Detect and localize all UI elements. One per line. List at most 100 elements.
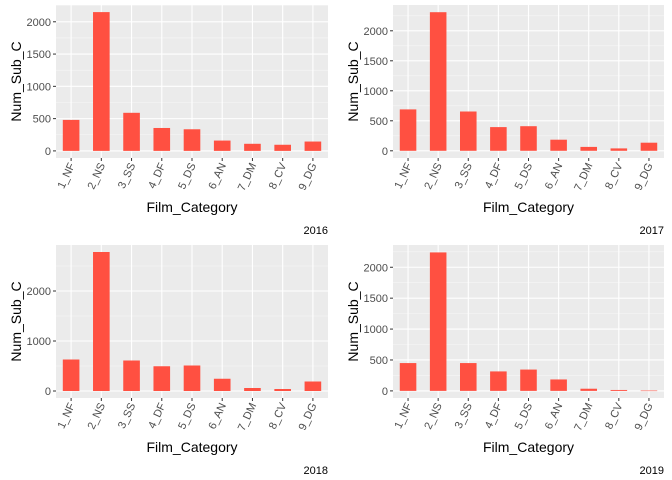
bar-6_AN xyxy=(213,140,231,151)
bar-9_DG xyxy=(304,381,322,391)
x-tick-label-2_NS: 2_NS xyxy=(422,161,445,191)
bar-7_DM xyxy=(580,388,598,391)
bar-9_DG xyxy=(640,390,658,392)
y-tick-label: 0 xyxy=(45,146,51,158)
chart-panel-2019: 0 500 1000 1500 2000 1_NF 2_NS 3_SS 4_DF 5_DS 6_AN… xyxy=(345,245,664,477)
y-tick-label: 2000 xyxy=(364,262,388,274)
bar-2_NS xyxy=(429,12,447,151)
bar-8_CV xyxy=(274,389,291,391)
y-tick-label: 500 xyxy=(370,116,388,128)
y-tick-label: 0 xyxy=(382,386,388,398)
x-tick-label-3_SS: 3_SS xyxy=(116,161,138,190)
x-tick-label-4_DF: 4_DF xyxy=(146,161,168,191)
x-tick-label-6_AN: 6_AN xyxy=(206,401,229,431)
bar-5_DS xyxy=(520,369,537,391)
bar-5_DS xyxy=(520,126,537,151)
x-tick-label-4_DF: 4_DF xyxy=(483,161,505,191)
y-tick-label: 1500 xyxy=(27,49,51,61)
x-axis-title: Film_Category xyxy=(483,199,574,215)
x-tick-label-3_SS: 3_SS xyxy=(453,401,475,430)
x-tick-label-2_NS: 2_NS xyxy=(422,401,445,431)
bar-8_CV xyxy=(274,144,291,151)
x-tick-label-5_DS: 5_DS xyxy=(176,161,199,191)
x-tick-label-6_AN: 6_AN xyxy=(543,161,566,191)
bar-3_SS xyxy=(459,111,477,151)
x-tick-label-9_DG: 9_DG xyxy=(297,401,320,432)
bar-1_NF xyxy=(62,359,80,391)
bar-8_CV xyxy=(610,389,628,391)
y-axis-title: Num_Sub_C xyxy=(8,281,24,361)
bar-7_DM xyxy=(244,388,261,391)
x-tick-label-7_DM: 7_DM xyxy=(236,161,259,193)
chart-panel-2017: 0 500 1000 1500 2000 1_NF 2_NS 3_SS 4_DF 5_DS 6_AN… xyxy=(345,5,664,237)
y-tick-label: 1000 xyxy=(364,324,388,336)
x-tick-label-2_NS: 2_NS xyxy=(86,401,109,431)
bar-5_DS xyxy=(183,129,201,151)
x-tick-label-9_DG: 9_DG xyxy=(297,161,320,192)
bar-4_DF xyxy=(153,127,171,151)
x-axis-title: Film_Category xyxy=(146,199,237,215)
y-tick-label: 1000 xyxy=(27,336,51,348)
bar-8_CV xyxy=(610,148,628,151)
y-axis-title: Num_Sub_C xyxy=(345,281,361,361)
chart-caption: 2017 xyxy=(640,225,664,237)
y-tick-label: 1000 xyxy=(27,81,51,93)
x-tick-label-5_DS: 5_DS xyxy=(176,401,199,431)
x-tick-label-6_AN: 6_AN xyxy=(206,161,229,191)
bar-9_DG xyxy=(640,142,658,151)
x-tick-label-9_DG: 9_DG xyxy=(633,401,656,432)
x-tick-label-9_DG: 9_DG xyxy=(633,161,656,192)
chart-panel-2016: 0 500 1000 1500 2000 1_NF 2_NS 3_SS 4_DF 5_DS 6_AN… xyxy=(8,5,328,237)
x-tick-label-7_DM: 7_DM xyxy=(236,401,259,433)
y-tick-label: 2000 xyxy=(27,17,51,29)
x-tick-label-6_AN: 6_AN xyxy=(543,401,566,431)
x-axis-title: Film_Category xyxy=(483,439,574,455)
x-tick-label-8_CV: 8_CV xyxy=(267,161,290,192)
x-tick-label-1_NF: 1_NF xyxy=(393,401,415,431)
bar-3_SS xyxy=(459,363,477,391)
y-tick-label: 1500 xyxy=(364,56,388,68)
y-axis-title: Num_Sub_C xyxy=(8,41,24,121)
bar-1_NF xyxy=(62,119,80,151)
x-tick-label-7_DM: 7_DM xyxy=(572,161,595,193)
y-tick-label: 500 xyxy=(370,355,388,367)
bar-4_DF xyxy=(153,366,171,391)
x-tick-label-4_DF: 4_DF xyxy=(146,401,168,431)
bar-6_AN xyxy=(550,139,567,151)
x-tick-label-8_CV: 8_CV xyxy=(603,401,626,432)
x-axis-title: Film_Category xyxy=(146,439,237,455)
y-tick-label: 1500 xyxy=(364,293,388,305)
x-tick-label-5_DS: 5_DS xyxy=(513,401,536,431)
chart-caption: 2016 xyxy=(304,225,328,237)
x-tick-label-4_DF: 4_DF xyxy=(483,401,505,431)
bar-7_DM xyxy=(580,146,598,151)
x-tick-label-7_DM: 7_DM xyxy=(572,401,595,433)
x-tick-label-1_NF: 1_NF xyxy=(56,401,78,431)
bar-6_AN xyxy=(213,378,231,391)
x-tick-label-1_NF: 1_NF xyxy=(393,161,415,191)
y-axis-title: Num_Sub_C xyxy=(345,41,361,121)
y-tick-label: 2000 xyxy=(27,286,51,298)
bar-6_AN xyxy=(550,379,567,391)
chart-panel-2018: 0 1000 2000 1_NF 2_NS 3_SS 4_DF 5_DS 6_AN 7_DM 8_C… xyxy=(8,245,328,477)
x-tick-label-8_CV: 8_CV xyxy=(267,401,290,432)
bar-3_SS xyxy=(123,112,140,151)
y-tick-label: 1000 xyxy=(364,86,388,98)
x-tick-label-3_SS: 3_SS xyxy=(116,401,138,430)
bar-1_NF xyxy=(399,109,417,151)
bar-3_SS xyxy=(123,360,140,391)
bar-1_NF xyxy=(399,363,417,391)
bar-7_DM xyxy=(244,143,261,151)
y-tick-label: 500 xyxy=(33,114,51,126)
bar-4_DF xyxy=(490,371,507,391)
y-tick-label: 0 xyxy=(382,146,388,158)
chart-caption: 2019 xyxy=(640,465,664,477)
bar-2_NS xyxy=(429,252,447,391)
bar-4_DF xyxy=(490,127,507,151)
x-tick-label-3_SS: 3_SS xyxy=(453,161,475,190)
x-tick-label-5_DS: 5_DS xyxy=(513,161,536,191)
y-tick-label: 0 xyxy=(45,386,51,398)
bar-2_NS xyxy=(93,12,110,151)
chart-caption: 2018 xyxy=(304,465,328,477)
